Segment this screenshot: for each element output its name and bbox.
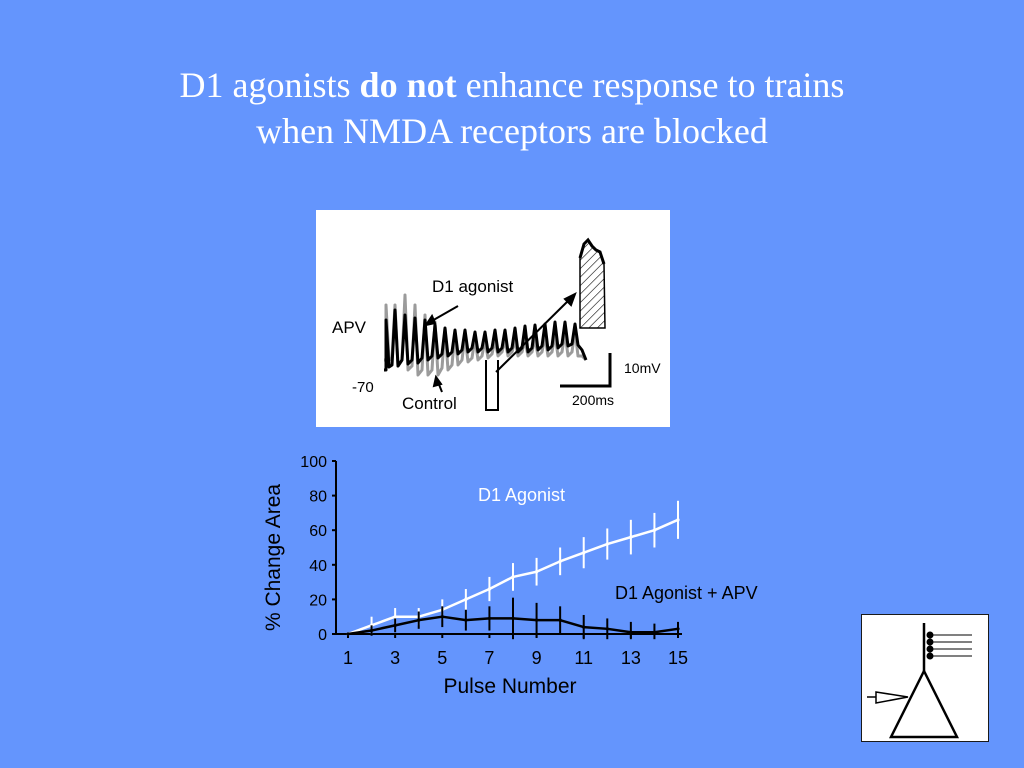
data-point xyxy=(511,616,515,621)
data-point xyxy=(652,528,657,532)
data-point xyxy=(393,623,397,627)
title-bold-part: do not xyxy=(359,65,457,105)
data-point xyxy=(487,587,492,591)
x-tick-label: 1 xyxy=(343,648,353,668)
title-part-2: enhance response to trains xyxy=(456,65,845,105)
scale-bar xyxy=(560,353,612,388)
x-tick-label: 3 xyxy=(390,648,400,668)
title-part-1: D1 agonists xyxy=(179,65,360,105)
data-point xyxy=(369,628,374,633)
d1-agonist-label: D1 agonist xyxy=(432,277,514,296)
data-point xyxy=(676,627,680,631)
data-point xyxy=(440,615,444,619)
d1-agonist-trace xyxy=(384,308,588,372)
arrow-icon xyxy=(423,291,577,393)
series-d1-agonist xyxy=(346,500,680,636)
title-line-1: D1 agonists do not enhance response to t… xyxy=(0,62,1024,108)
y-axis-title: % Change Area xyxy=(262,484,285,631)
data-point xyxy=(393,615,397,619)
x-tick-label: 13 xyxy=(621,648,641,668)
x-axis-title: Pulse Number xyxy=(443,675,576,698)
data-point xyxy=(346,632,350,636)
data-point xyxy=(534,618,539,622)
x-tick-label: 5 xyxy=(437,648,447,668)
y-tick-label: 60 xyxy=(309,523,327,540)
data-point xyxy=(582,551,586,555)
y-tick-label: 0 xyxy=(318,627,327,644)
synapse-inputs xyxy=(926,631,972,660)
baseline-label: -70 xyxy=(352,379,374,396)
data-point xyxy=(417,618,421,622)
apv-label: APV xyxy=(332,318,367,337)
area-inset-outline xyxy=(578,237,606,265)
x-tick-label: 9 xyxy=(532,648,542,668)
data-point xyxy=(534,570,539,574)
scale-voltage-label: 10mV xyxy=(624,360,661,376)
data-point xyxy=(629,535,633,539)
y-tick-label: 100 xyxy=(300,454,327,471)
data-point xyxy=(558,559,562,563)
data-point xyxy=(464,618,468,622)
data-point xyxy=(464,597,468,601)
command-step xyxy=(485,360,499,411)
slide-title: D1 agonists do not enhance response to t… xyxy=(0,62,1024,154)
control-label: Control xyxy=(402,394,457,413)
data-point xyxy=(605,542,609,546)
pulse-area-chart: 0 20 40 60 80 100 1 3 5 7 9 11 13 15 Pulse Number% Cha… xyxy=(250,445,810,705)
x-tick-label: 7 xyxy=(484,648,494,668)
soma-triangle xyxy=(888,668,960,739)
series-label: D1 Agonist + APV xyxy=(615,583,758,603)
scale-time-label: 200ms xyxy=(572,392,614,408)
voltage-trace-figure: APV D1 agonist Control -70 10mV 200ms xyxy=(316,210,670,427)
data-point xyxy=(558,618,562,622)
y-tick-label: 20 xyxy=(309,592,327,609)
data-point xyxy=(652,630,657,634)
data-point xyxy=(487,616,492,621)
recording-electrode-icon xyxy=(867,691,909,704)
y-tick-label: 80 xyxy=(309,489,327,506)
data-point xyxy=(605,627,609,631)
x-tick-label: 11 xyxy=(574,648,593,668)
x-tick-label: 15 xyxy=(668,648,688,668)
data-point xyxy=(676,518,680,522)
data-point xyxy=(629,630,633,634)
neuron-diagram-icon xyxy=(861,614,989,742)
y-tick-label: 40 xyxy=(309,558,327,575)
title-line-2: when NMDA receptors are blocked xyxy=(256,111,768,151)
series-label: D1 Agonist xyxy=(478,485,565,505)
data-point xyxy=(582,625,586,629)
data-point xyxy=(511,575,515,579)
series-d1-agonist-apv xyxy=(346,597,680,640)
